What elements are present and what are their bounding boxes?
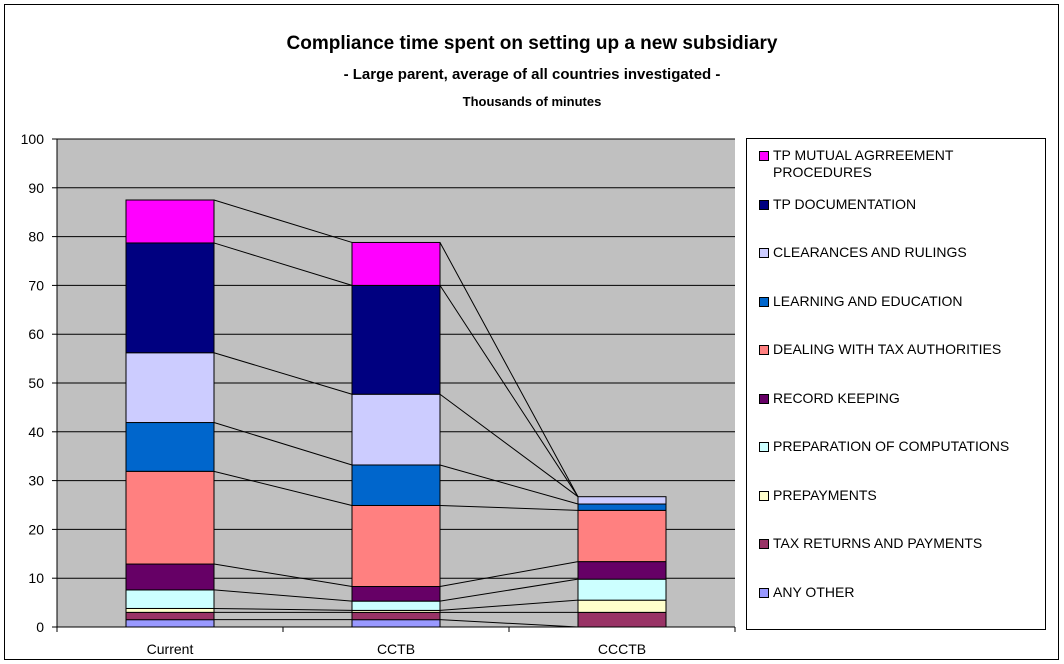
bar-segment-0-9 [125,199,215,244]
bar-segment-2-3 [577,578,667,601]
series-line-1-6 [439,464,579,505]
bar-segment-1-8 [351,284,441,395]
x-tick-label-0: Current [147,641,194,657]
y-tick-label-6: 60 [28,326,44,342]
legend-swatch-3 [759,296,769,307]
series-line-0-3 [213,589,353,602]
bar-segment-2-6 [577,503,667,511]
legend-label-5: RECORD KEEPING [773,389,900,406]
series-line-1-9 [439,242,579,497]
legend-swatch-5 [759,393,769,404]
series-line-1-2 [439,599,579,611]
y-tick-label-3: 30 [28,473,44,489]
legend-label-3: LEARNING AND EDUCATION [773,292,963,309]
bar-segment-0-3 [125,589,215,609]
bar-segment-0-4 [125,563,215,591]
bar-segment-1-4 [351,585,441,602]
bars [125,199,667,628]
legend-label-2: CLEARANCES AND RULINGS [773,244,967,260]
series-line-0-8 [213,242,353,286]
legend-swatch-4 [759,345,769,355]
legend-swatch-9 [759,587,769,598]
legend-label-6: PREPARATION OF COMPUTATIONS [773,438,1010,454]
bar-segment-0-2 [125,607,215,613]
series-line-1-0 [439,619,579,628]
series-line-0-2 [213,607,353,611]
bar-segment-1-9 [351,241,441,286]
bar-segment-2-2 [577,599,667,613]
bar-segment-0-1 [125,611,215,621]
axes [52,138,736,632]
series-line-1-4 [439,561,579,587]
bar-segment-1-3 [351,600,441,611]
y-tick-label-5: 50 [28,375,44,391]
x-tick-label-1: CCTB [377,641,415,657]
chart-subtitle: - Large parent, average of all countries… [343,66,721,83]
bar-segment-2-5 [577,509,667,563]
legend-label-7: PREPAYMENTS [773,486,877,503]
bar-segment-0-8 [125,242,215,354]
bar-segment-1-5 [351,504,441,587]
series-line-0-5 [213,470,353,506]
series-connector-lines [213,199,579,628]
series-line-0-7 [213,352,353,395]
bar-segment-0-5 [125,470,215,565]
y-tick-label-7: 70 [28,277,44,293]
bar-segment-1-7 [351,393,441,466]
bar-segment-1-1 [351,611,441,621]
series-line-1-8 [439,285,579,497]
legend-label-0: TP MUTUAL AGRREEMENT PROCEDURES [773,147,954,180]
bar-segment-0-6 [125,422,215,472]
series-line-1-7 [439,393,579,498]
legend-swatch-8 [759,539,769,549]
series-line-1-5 [439,504,579,511]
series-line-0-9 [213,199,353,243]
legend-swatch-7 [759,490,769,501]
legend-swatch-0 [759,151,769,161]
chart-title: Compliance time spent on setting up a ne… [286,33,778,54]
bar-segment-0-7 [125,352,215,424]
legend-label-4: DEALING WITH TAX AUTHORITIES [773,341,1002,357]
bar-segment-1-6 [351,464,441,506]
legend-swatch-2 [759,248,769,258]
y-tick-labels: 0 10 20 30 40 50 60 70 80 90 100 [21,131,45,635]
legend-swatch-1 [759,199,769,210]
legend-label-1: TP DOCUMENTATION [773,195,917,212]
legend-label-9: ANY OTHER [773,583,855,600]
series-line-1-3 [439,578,579,602]
bar-segment-2-7 [577,496,667,505]
series-line-0-4 [213,563,353,587]
legend: TP MUTUAL AGRREEMENT PROCEDURES TP DOCUME… [746,138,1046,630]
y-tick-label-2: 20 [28,521,44,537]
legend-swatch-6 [759,442,769,452]
x-tick-label-2: CCCTB [598,641,646,657]
legend-label-8: TAX RETURNS AND PAYMENTS [773,535,983,551]
bar-segment-2-1 [577,611,667,628]
y-tick-label-1: 10 [28,570,44,586]
x-tick-labels: Current CCTB CCCTB [147,641,646,657]
bar-segment-1-0 [351,619,441,628]
bar-segment-0-0 [125,619,215,628]
y-tick-label-9: 90 [28,180,44,196]
y-tick-label-8: 80 [28,229,44,245]
y-tick-label-10: 100 [21,131,45,147]
y-tick-label-4: 40 [28,424,44,440]
series-line-0-6 [213,422,353,466]
bar-segment-2-4 [577,561,667,580]
chart-unit-label: Thousands of minutes [462,94,602,109]
y-tick-label-0: 0 [36,619,44,635]
